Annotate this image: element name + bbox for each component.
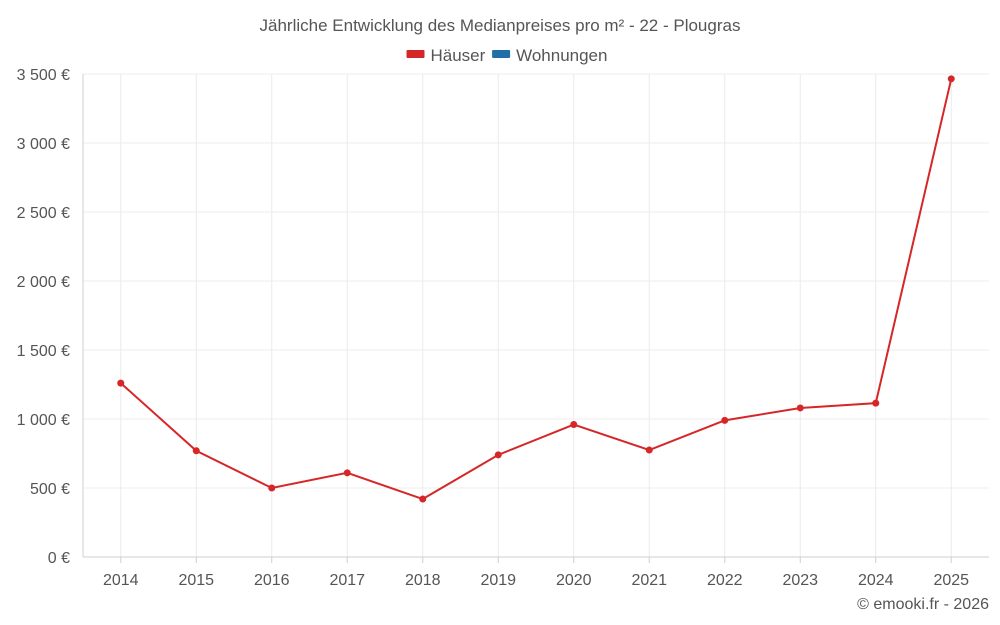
x-tick-label: 2017 <box>329 572 365 589</box>
y-tick-label: 2 500 € <box>17 205 70 222</box>
x-tick-label: 2023 <box>782 572 818 589</box>
data-point[interactable] <box>192 447 200 455</box>
data-point[interactable] <box>419 495 427 503</box>
y-tick-label: 3 000 € <box>17 136 70 153</box>
axes: 0 € 500 € 1 000 € 1 500 € 2 000 € 2 500 € 3 00… <box>17 67 989 589</box>
x-tick-label: 2016 <box>254 572 290 589</box>
data-point[interactable] <box>494 451 502 459</box>
legend-item-1[interactable]: Wohnungen <box>492 46 607 65</box>
y-tick-label: 500 € <box>30 481 70 498</box>
credit-text: © emooki.fr - 2026 <box>857 596 989 613</box>
x-tick-label: 2020 <box>556 572 592 589</box>
data-point[interactable] <box>343 469 351 477</box>
y-tick-label: 1 500 € <box>17 343 70 360</box>
x-tick-label: 2022 <box>707 572 743 589</box>
x-tick-label: 2024 <box>858 572 894 589</box>
x-tick-label: 2014 <box>103 572 139 589</box>
x-tick-label: 2025 <box>933 572 969 589</box>
legend[interactable]: Häuser Wohnungen <box>406 46 608 65</box>
legend-label: Häuser <box>431 46 486 65</box>
data-point[interactable] <box>268 484 276 492</box>
series-layer <box>117 75 955 503</box>
data-point[interactable] <box>721 416 729 424</box>
chart-title: Jährliche Entwicklung des Medianpreises … <box>260 16 741 35</box>
data-point[interactable] <box>645 446 653 454</box>
y-tick-label: 0 € <box>48 550 70 567</box>
legend-label: Wohnungen <box>516 46 607 65</box>
legend-swatch <box>492 50 511 58</box>
y-tick-label: 3 500 € <box>17 67 70 84</box>
x-tick-label: 2019 <box>480 572 516 589</box>
legend-item-0[interactable]: Häuser <box>406 46 486 65</box>
x-tick-label: 2015 <box>178 572 214 589</box>
data-point[interactable] <box>117 379 125 387</box>
data-point[interactable] <box>872 399 880 407</box>
x-tick-label: 2018 <box>405 572 441 589</box>
data-point[interactable] <box>947 75 955 83</box>
legend-swatch <box>406 50 425 58</box>
grid <box>83 73 989 557</box>
y-tick-label: 2 000 € <box>17 274 70 291</box>
x-tick-label: 2021 <box>631 572 667 589</box>
data-point[interactable] <box>796 404 804 412</box>
series-line-0 <box>120 78 953 501</box>
y-tick-label: 1 000 € <box>17 412 70 429</box>
data-point[interactable] <box>570 421 578 429</box>
